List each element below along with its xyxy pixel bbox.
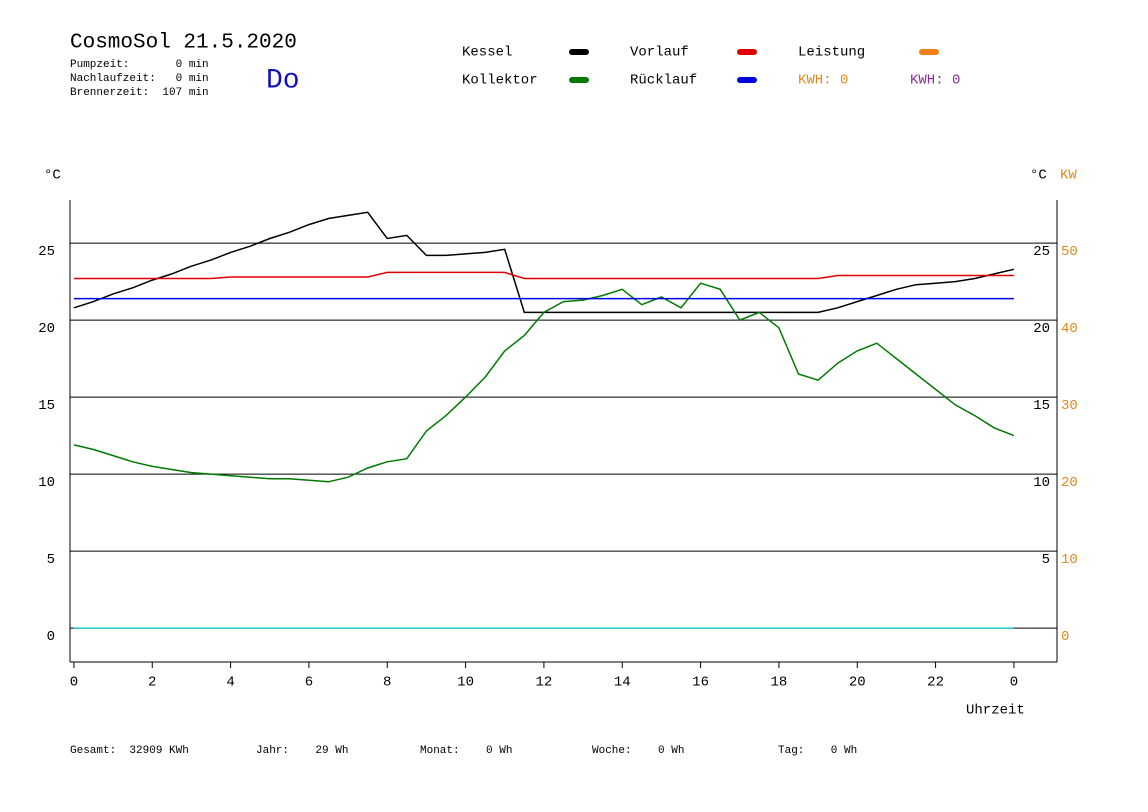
y2-tick-label: 0 bbox=[1061, 629, 1069, 645]
y-tick-label-right: 10 bbox=[1033, 475, 1050, 491]
y2-tick-label: 50 bbox=[1061, 244, 1078, 260]
x-tick-label: 10 bbox=[457, 675, 474, 691]
x-axis-label: Uhrzeit bbox=[966, 703, 1025, 719]
x-tick-label: 2 bbox=[148, 675, 156, 691]
x-tick-label: 22 bbox=[927, 675, 944, 691]
footer-stat: Jahr: 29 Wh bbox=[256, 745, 348, 757]
x-tick-label: 18 bbox=[771, 675, 788, 691]
kwh-label: KWH: 0 bbox=[910, 73, 960, 89]
legend-label: Kollektor bbox=[462, 73, 538, 89]
legend-label: Leistung bbox=[798, 45, 865, 61]
series-line bbox=[73, 211, 1015, 314]
y-tick-label-right: 5 bbox=[1042, 552, 1050, 568]
x-tick-label: 6 bbox=[305, 675, 313, 691]
series-line bbox=[73, 282, 1015, 483]
y2-tick-label: 20 bbox=[1061, 475, 1078, 491]
series-line bbox=[73, 271, 1014, 280]
x-tick-label: 8 bbox=[383, 675, 391, 691]
x-tick-label: 4 bbox=[226, 675, 234, 691]
y-tick-label-right: 15 bbox=[1033, 398, 1050, 414]
footer-stat: Tag: 0 Wh bbox=[778, 745, 857, 757]
y-tick-label-right: 25 bbox=[1033, 244, 1050, 260]
day: Do bbox=[266, 65, 300, 96]
y-tick-label: 20 bbox=[38, 321, 55, 337]
footer-stat: Monat: 0 Wh bbox=[420, 745, 512, 757]
stat: Pumpzeit: 0 min bbox=[70, 59, 209, 71]
x-tick-label: 0 bbox=[70, 675, 78, 691]
y2-axis-label: KW bbox=[1060, 168, 1077, 184]
x-tick-label: 14 bbox=[614, 675, 631, 691]
legend-label: Kessel bbox=[462, 45, 512, 61]
y-axis-label: °C bbox=[44, 168, 61, 184]
y2-tick-label: 10 bbox=[1061, 552, 1078, 568]
y-tick-label: 5 bbox=[47, 552, 55, 568]
x-tick-label: 0 bbox=[1010, 675, 1018, 691]
kwh-label: KWH: 0 bbox=[798, 73, 848, 89]
y-tick-label: 15 bbox=[38, 398, 55, 414]
stat: Nachlaufzeit: 0 min bbox=[70, 73, 209, 85]
y-tick-label: 0 bbox=[47, 629, 55, 645]
footer-stat: Gesamt: 32909 KWh bbox=[70, 745, 189, 757]
title: CosmoSol 21.5.2020 bbox=[70, 32, 297, 55]
x-tick-label: 12 bbox=[536, 675, 553, 691]
x-tick-label: 16 bbox=[692, 675, 709, 691]
y-tick-label-right: 20 bbox=[1033, 321, 1050, 337]
stat: Brennerzeit: 107 min bbox=[70, 87, 209, 99]
y-tick-label: 25 bbox=[38, 244, 55, 260]
legend-label: Vorlauf bbox=[630, 45, 689, 61]
y-axis-label-right: °C bbox=[1030, 168, 1047, 184]
footer-stat: Woche: 0 Wh bbox=[592, 745, 684, 757]
y-tick-label: 10 bbox=[38, 475, 55, 491]
legend-label: Rücklauf bbox=[630, 73, 697, 89]
y2-tick-label: 40 bbox=[1061, 321, 1078, 337]
y2-tick-label: 30 bbox=[1061, 398, 1078, 414]
x-tick-label: 20 bbox=[849, 675, 866, 691]
